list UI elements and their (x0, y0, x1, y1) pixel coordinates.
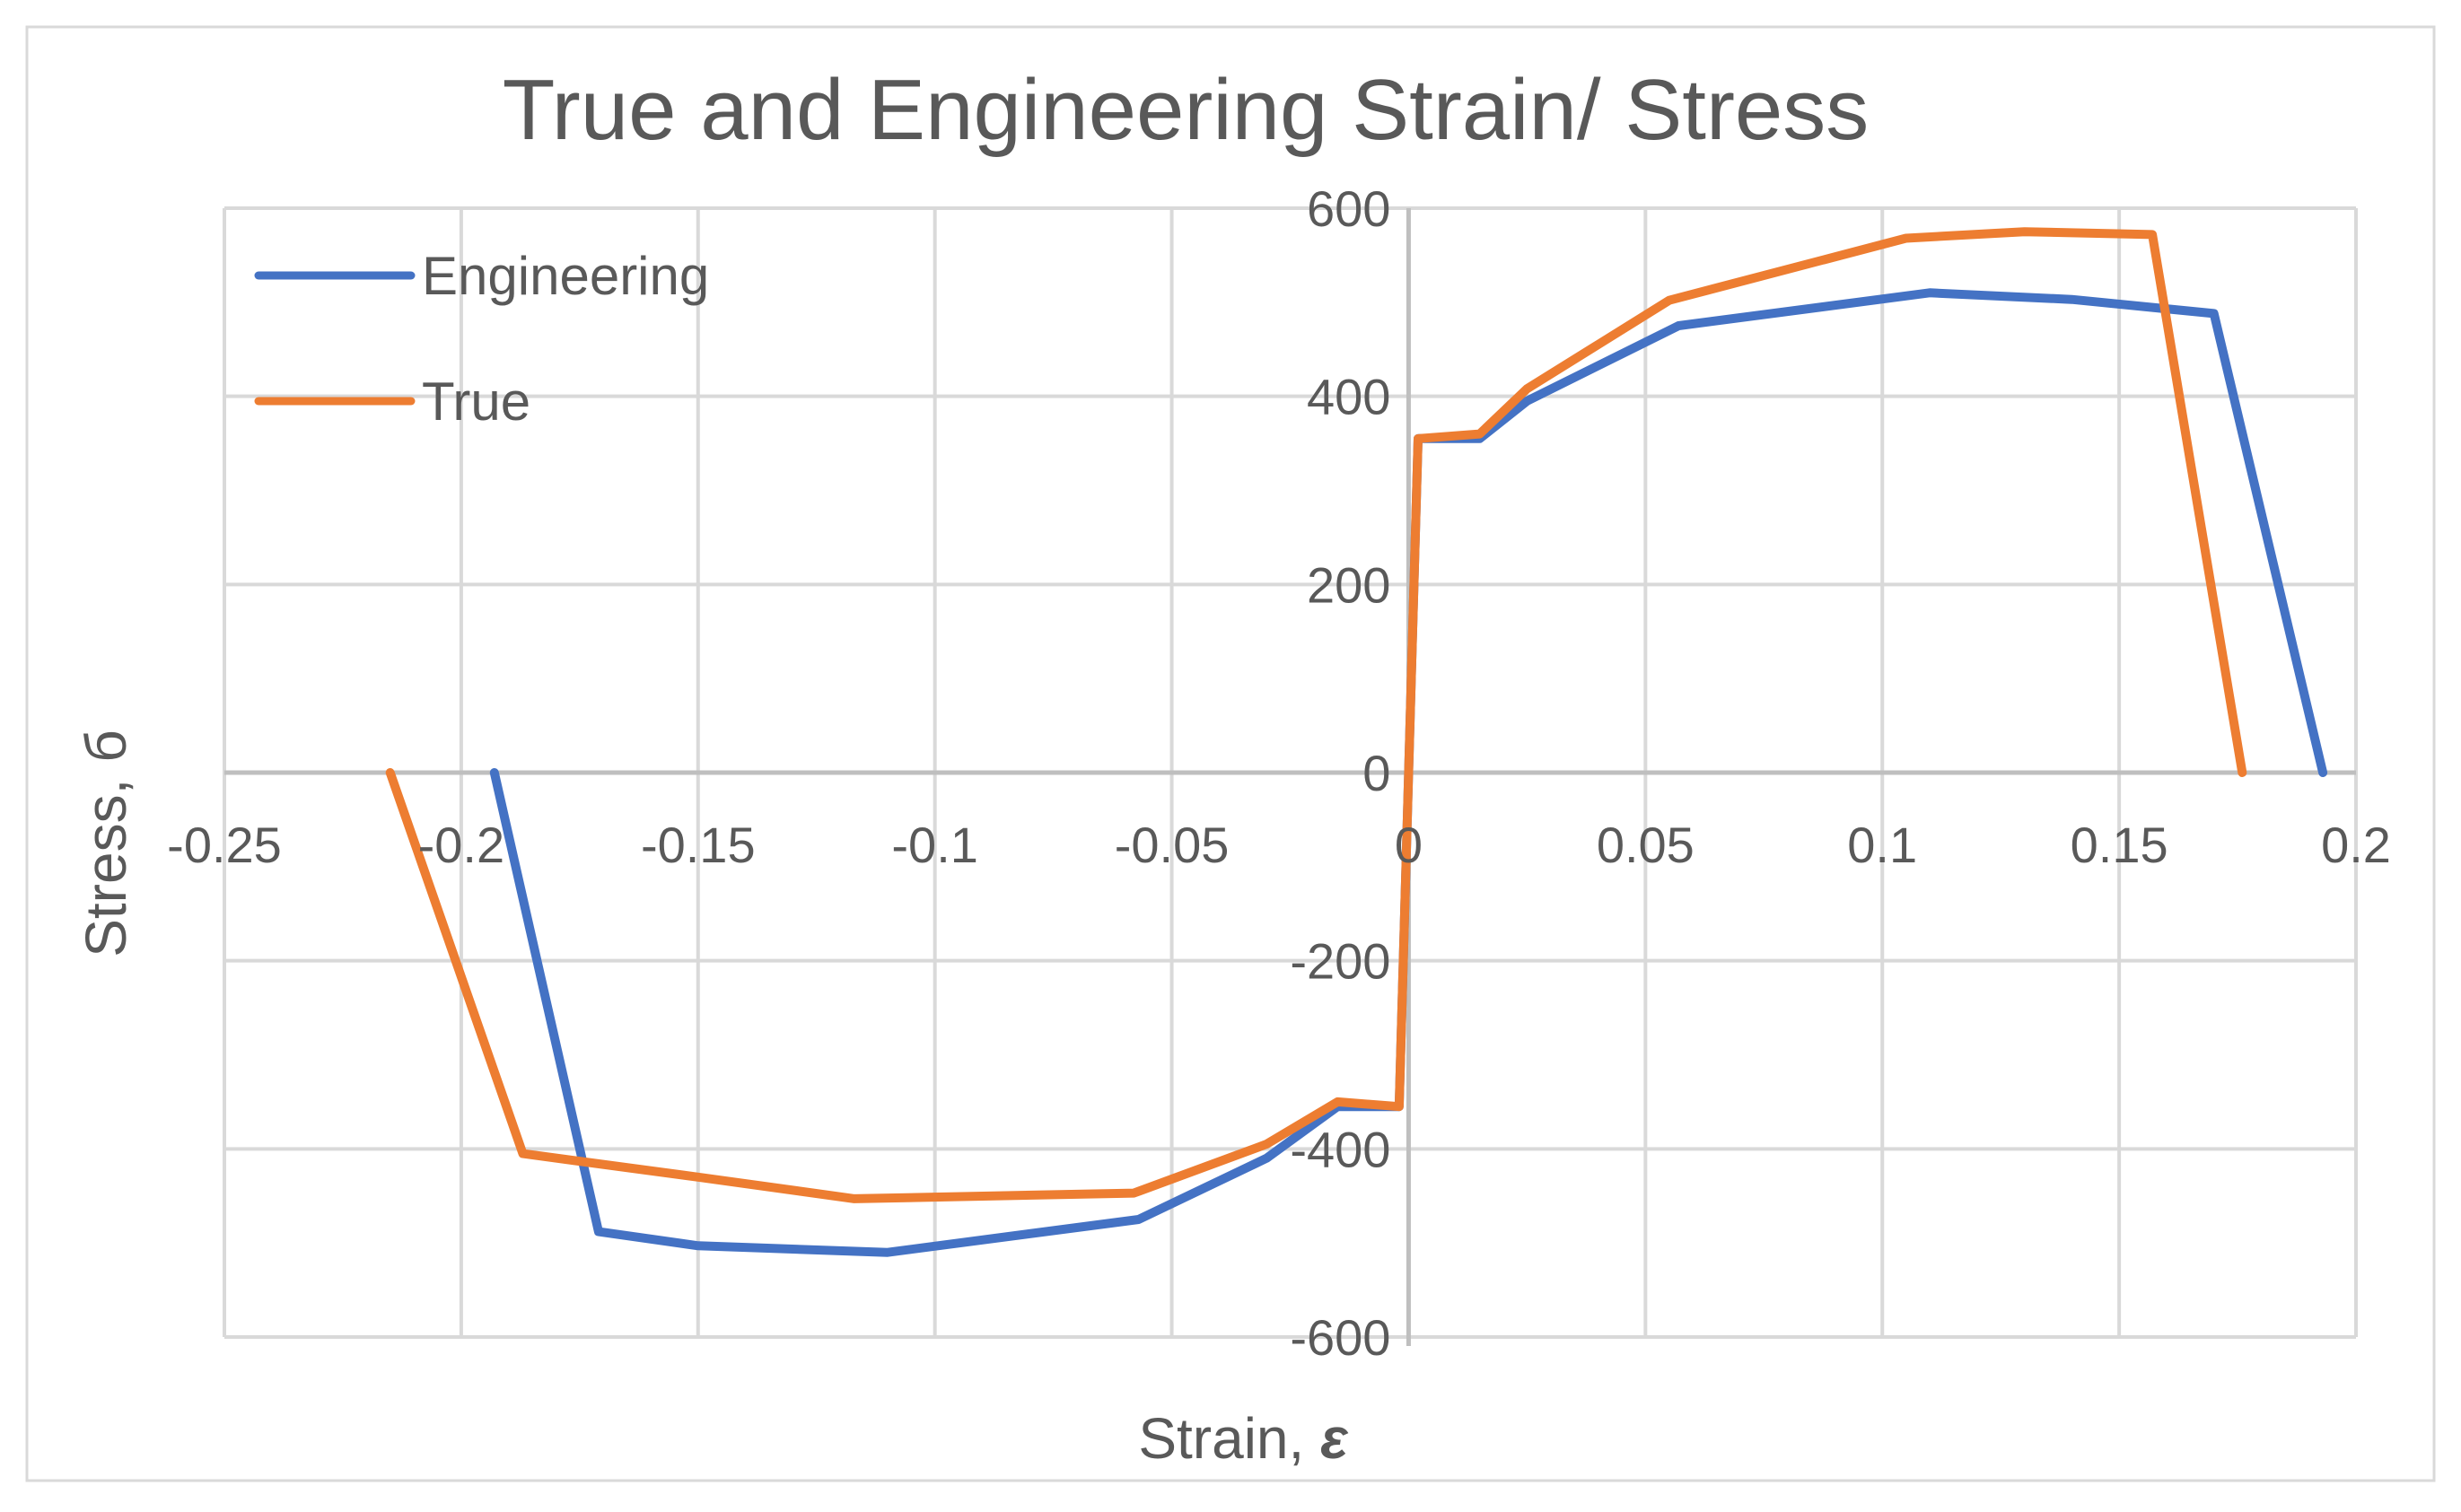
x-tick-label: 0.05 (1597, 817, 1695, 873)
y-tick-label: 200 (1307, 556, 1390, 613)
x-tick-label: -0.15 (641, 817, 756, 873)
x-tick-label: 0.1 (1847, 817, 1917, 873)
y-tick-label: 0 (1362, 745, 1390, 801)
series-layer (385, 227, 2328, 1257)
x-tick-label: 0 (1395, 817, 1423, 873)
x-tick-label: -0.2 (418, 817, 505, 873)
x-tick-label: -0.1 (891, 817, 978, 873)
series-line-true[interactable] (385, 227, 2247, 1203)
x-axis-title: Strain, ε (1138, 1406, 1349, 1471)
x-tick-label: -0.25 (167, 817, 282, 873)
legend: Engineering True (254, 246, 709, 432)
y-tick-label: -600 (1290, 1309, 1390, 1366)
x-tick-label: -0.05 (1115, 817, 1230, 873)
chart-border (25, 25, 2436, 1482)
legend-engineering-label[interactable]: Engineering (422, 246, 709, 306)
chart-title: True and Engineering Strain/ Stress (503, 62, 1870, 158)
y-tick-label: -200 (1290, 933, 1390, 990)
x-tick-label: 0.15 (2071, 817, 2168, 873)
x-axis-symbol: ε (1320, 1406, 1349, 1471)
y-tick-label: 400 (1307, 369, 1390, 425)
x-tick-label: 0.2 (2321, 817, 2391, 873)
tick-label-layer: -0.25 -0.2 -0.15 -0.1 -0.05 0 0.05 0.1 0.15 0.2 -6… (167, 180, 2391, 1366)
legend-true-label[interactable]: True (422, 371, 530, 432)
y-tick-label: 600 (1307, 180, 1390, 237)
y-tick-label: -400 (1290, 1121, 1390, 1177)
y-axis-title: Stress, б (74, 730, 138, 957)
